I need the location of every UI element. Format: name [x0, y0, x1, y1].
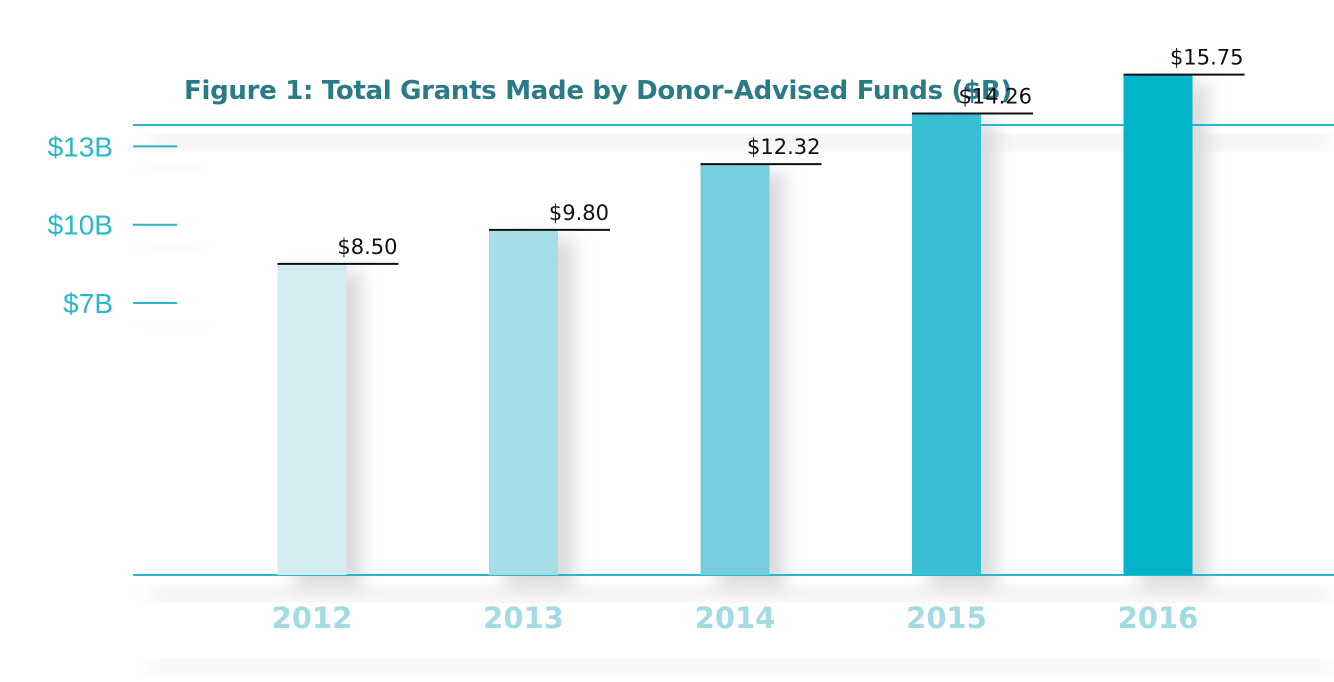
bar	[912, 113, 981, 575]
y-tick-label: $10B	[48, 210, 113, 241]
x-tick-label: 2015	[906, 601, 987, 635]
y-tick-label: $7B	[63, 288, 113, 319]
x-axis-labels: 2012 2013 2014 2015 2016	[272, 601, 1199, 635]
value-label: $8.50	[337, 235, 397, 259]
value-label: $14.26	[959, 85, 1032, 109]
value-label: $12.32	[747, 135, 820, 159]
x-tick-label: 2014	[695, 601, 776, 635]
footer-shadow-band	[150, 660, 1330, 674]
bars	[277, 74, 1193, 576]
bar	[1123, 74, 1193, 575]
y-tick-label: $13B	[48, 131, 113, 162]
value-label: $9.80	[549, 201, 609, 225]
y-axis-ticks: $7B $10B $13B	[48, 131, 198, 328]
top-shadow-band	[150, 135, 1330, 149]
value-labels: $8.50 $9.80 $12.32 $14.26 $15.75	[277, 46, 1245, 265]
x-tick-label: 2013	[483, 601, 564, 635]
y-tick-ghost	[152, 321, 198, 328]
bar	[700, 164, 770, 575]
bar	[489, 229, 558, 576]
x-tick-label: 2012	[272, 601, 353, 635]
value-label: $15.75	[1170, 46, 1243, 70]
bottom-shadow-band	[150, 586, 1330, 600]
y-tick-ghost	[152, 242, 198, 250]
chart-title: Figure 1: Total Grants Made by Donor-Adv…	[184, 76, 1013, 106]
x-tick-label: 2016	[1118, 601, 1199, 635]
y-tick-ghost	[152, 164, 198, 172]
bar	[277, 263, 347, 575]
